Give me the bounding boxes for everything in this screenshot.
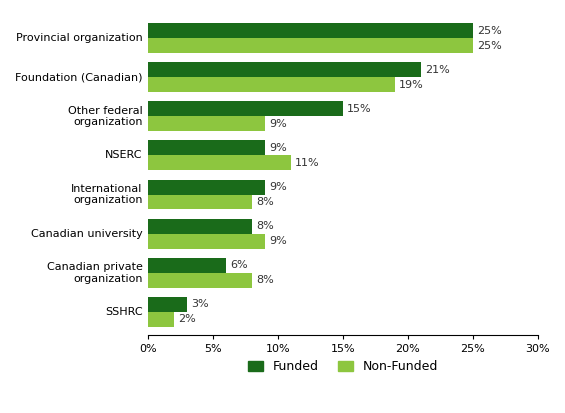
Bar: [148, 140, 265, 155]
Text: 3%: 3%: [191, 299, 208, 309]
Text: 9%: 9%: [269, 182, 286, 192]
Bar: [148, 273, 252, 288]
Text: 9%: 9%: [269, 236, 286, 246]
Text: 21%: 21%: [425, 65, 449, 75]
Text: 9%: 9%: [269, 143, 286, 153]
Legend: Funded, Non-Funded: Funded, Non-Funded: [248, 361, 438, 373]
Bar: [148, 234, 265, 249]
Bar: [148, 23, 473, 38]
Bar: [148, 77, 395, 92]
Bar: [148, 195, 252, 209]
Text: 25%: 25%: [477, 26, 501, 36]
Text: 9%: 9%: [269, 119, 286, 129]
Text: 19%: 19%: [399, 80, 424, 90]
Bar: [148, 116, 265, 131]
Text: 8%: 8%: [256, 221, 273, 231]
Bar: [148, 297, 187, 312]
Text: 11%: 11%: [295, 158, 319, 168]
Bar: [148, 219, 252, 234]
Text: 8%: 8%: [256, 197, 273, 207]
Bar: [148, 312, 174, 327]
Text: 25%: 25%: [477, 40, 501, 50]
Text: 6%: 6%: [230, 260, 247, 270]
Bar: [148, 101, 343, 116]
Bar: [148, 62, 421, 77]
Text: 2%: 2%: [178, 314, 195, 324]
Bar: [148, 155, 291, 170]
Text: 15%: 15%: [347, 104, 371, 114]
Bar: [148, 180, 265, 195]
Bar: [148, 258, 226, 273]
Bar: [148, 38, 473, 53]
Text: 8%: 8%: [256, 275, 273, 285]
